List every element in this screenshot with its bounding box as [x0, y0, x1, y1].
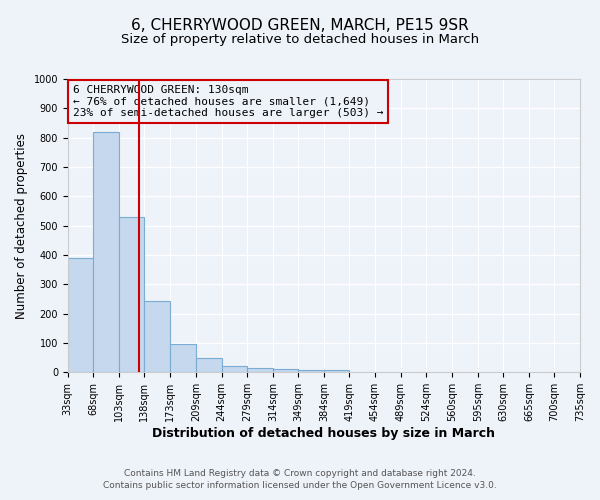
Bar	[222, 366, 247, 372]
Text: Contains HM Land Registry data © Crown copyright and database right 2024.: Contains HM Land Registry data © Crown c…	[124, 468, 476, 477]
Bar	[145, 301, 170, 372]
Y-axis label: Number of detached properties: Number of detached properties	[15, 132, 28, 318]
Bar	[247, 368, 273, 372]
Bar	[196, 358, 222, 372]
Bar	[170, 344, 196, 372]
X-axis label: Distribution of detached houses by size in March: Distribution of detached houses by size …	[152, 427, 496, 440]
Text: Size of property relative to detached houses in March: Size of property relative to detached ho…	[121, 32, 479, 46]
Bar	[298, 370, 324, 372]
Text: Contains public sector information licensed under the Open Government Licence v3: Contains public sector information licen…	[103, 481, 497, 490]
Bar	[68, 258, 94, 372]
Bar	[273, 370, 298, 372]
Bar	[119, 217, 145, 372]
Text: 6, CHERRYWOOD GREEN, MARCH, PE15 9SR: 6, CHERRYWOOD GREEN, MARCH, PE15 9SR	[131, 18, 469, 32]
Bar	[94, 132, 119, 372]
Text: 6 CHERRYWOOD GREEN: 130sqm
← 76% of detached houses are smaller (1,649)
23% of s: 6 CHERRYWOOD GREEN: 130sqm ← 76% of deta…	[73, 85, 383, 118]
Bar	[324, 370, 349, 372]
